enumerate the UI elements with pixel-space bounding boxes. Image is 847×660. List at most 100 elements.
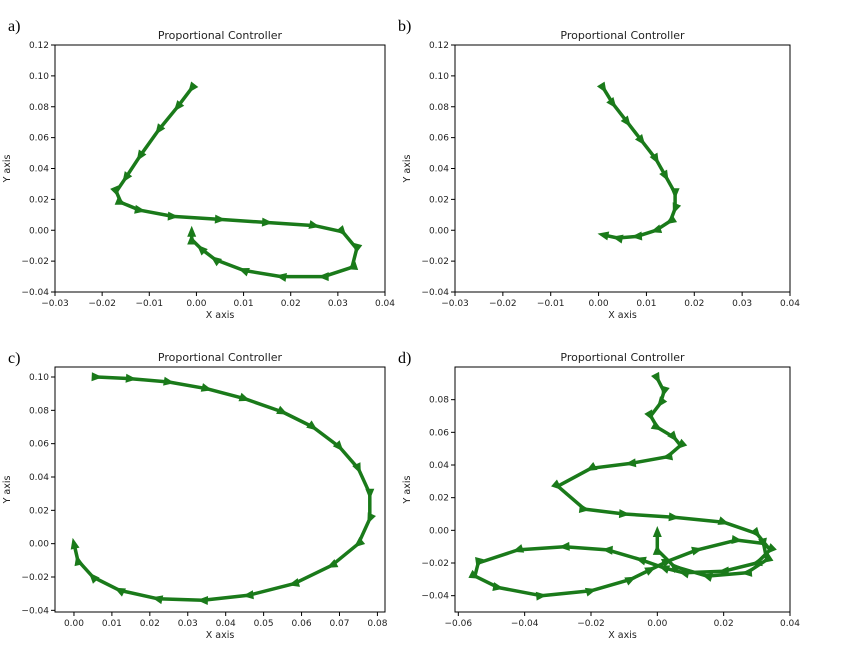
trajectory-arrow-point — [644, 409, 654, 422]
trajectory-arrow-point — [110, 185, 119, 198]
chart-panel-a: Proportional Controller −0.03 −0.02 −0.01 0.… — [2, 29, 395, 321]
x-tick-label: 0.00 — [647, 619, 667, 629]
trajectory-arrow-point — [196, 244, 208, 256]
trajectory-arrow-point — [210, 255, 223, 267]
chart-title: Proportional Controller — [158, 29, 283, 42]
trajectory-arrow-point — [238, 392, 251, 402]
trajectory-arrow-point — [650, 224, 663, 234]
x-axis-label: X axis — [206, 310, 235, 321]
y-tick-label: 0.06 — [29, 134, 49, 144]
y-tick-label: −0.04 — [421, 592, 449, 602]
trajectory-arrow-point — [261, 217, 274, 227]
y-tick-label: 0.08 — [29, 406, 49, 416]
x-tick-label: 0.01 — [234, 299, 254, 309]
trajectory-arrow-point — [551, 479, 563, 491]
x-tick-label: 0.03 — [732, 299, 752, 309]
trajectory-arrow-point — [634, 133, 646, 146]
trajectory-arrow-point — [70, 537, 80, 550]
x-tick-label: −0.01 — [537, 299, 565, 309]
y-tick-label: 0.04 — [29, 473, 49, 483]
plot-frame — [54, 44, 386, 293]
trajectory-arrow-point — [475, 557, 484, 569]
trajectory-arrow-point — [276, 405, 288, 415]
chart-panel-d: Proportional Controller −0.06 −0.04 −0.02 0.… — [402, 351, 800, 641]
trajectory-arrow-point — [558, 541, 570, 551]
trajectory-arrow-point — [731, 535, 743, 544]
trajectory-arrow-point — [668, 512, 680, 522]
panel-label-d: d) — [398, 350, 412, 367]
x-tick-label: 0.00 — [186, 299, 206, 309]
trajectory-arrow-point — [352, 462, 361, 475]
y-tick-label: 0.00 — [29, 540, 49, 550]
trajectory-arrow-point — [691, 546, 703, 556]
trajectory-arrow-point — [155, 123, 166, 135]
y-tick-label: 0.10 — [29, 373, 49, 383]
x-tick-label: 0.05 — [254, 619, 274, 629]
trajectory-arrow-point — [136, 149, 147, 162]
trajectory-arrow-point — [661, 558, 673, 568]
trajectory-arrow-point — [672, 202, 682, 215]
trajectory-arrow-point — [665, 214, 678, 225]
chart-panel-b: Proportional Controller −0.03 −0.02 −0.01 0.… — [402, 29, 800, 321]
trajectory-arrow-point — [624, 576, 637, 586]
y-axis-label: Y axis — [402, 155, 413, 184]
y-tick-label: 0.00 — [429, 526, 449, 536]
x-tick-label: 0.08 — [367, 619, 387, 629]
x-tick-label: 0.07 — [329, 619, 349, 629]
x-tick-label: −0.06 — [445, 619, 473, 629]
x-tick-label: 0.02 — [684, 299, 704, 309]
trajectory-arrow-point — [652, 543, 662, 555]
trajectory-arrow-point — [353, 242, 363, 255]
y-tick-label: 0.06 — [29, 440, 49, 450]
chart-title: Proportional Controller — [560, 29, 685, 42]
trajectory-arrow-point — [151, 595, 164, 605]
y-tick-label: 0.12 — [429, 41, 449, 51]
trajectory-arrow-point — [512, 544, 525, 553]
trajectory-arrow-point — [624, 458, 637, 468]
trajectory-arrow-point — [173, 100, 185, 112]
y-tick-label: −0.04 — [21, 288, 49, 298]
chart-title: Proportional Controller — [158, 351, 283, 364]
trajectory-arrow-point — [288, 578, 300, 587]
trajectory-arrow-point — [618, 509, 631, 519]
trajectory-arrow-point — [620, 115, 631, 127]
trajectory-arrow-point — [91, 372, 103, 382]
x-tick-label: 0.03 — [178, 619, 198, 629]
y-tick-label: 0.02 — [429, 195, 449, 205]
x-tick-label: −0.03 — [41, 299, 69, 309]
trajectory-arrow-point — [200, 383, 213, 392]
x-tick-label: 0.04 — [780, 299, 800, 309]
chart-title: Proportional Controller — [560, 351, 685, 364]
y-tick-label: 0.08 — [429, 103, 449, 113]
trajectory-path — [601, 86, 677, 240]
trajectory-arrow-point — [163, 376, 175, 386]
trajectory-path — [473, 376, 772, 598]
x-tick-label: −0.02 — [577, 619, 605, 629]
y-tick-label: −0.02 — [421, 559, 449, 569]
trajectory-arrow-point — [740, 567, 753, 577]
trajectory-arrow-point — [678, 569, 690, 579]
trajectory-arrow-point — [492, 582, 504, 591]
trajectory-arrow-point — [750, 557, 763, 567]
trajectory-arrow-point — [326, 559, 339, 568]
x-tick-label: 0.02 — [140, 619, 160, 629]
trajectory-arrow-point — [365, 488, 375, 500]
trajectory-arrow-point — [122, 171, 133, 183]
trajectory-arrow-point — [701, 573, 714, 582]
y-tick-label: 0.02 — [29, 195, 49, 205]
trajectory-arrow-point — [584, 587, 597, 597]
trajectory-arrow-point — [335, 225, 347, 237]
panel-label-a: a) — [8, 18, 21, 35]
trajectory-arrow-point — [717, 566, 729, 576]
x-tick-label: −0.02 — [489, 299, 517, 309]
trajectory-arrow-point — [306, 420, 318, 431]
trajectory-arrow-point — [649, 152, 659, 165]
trajectory-arrow-point — [650, 420, 663, 431]
trajectory-arrow-point — [606, 96, 617, 109]
trajectory-arrow-point — [535, 591, 548, 601]
y-tick-label: 0.04 — [429, 165, 449, 175]
trajectory-arrow-point — [596, 81, 607, 94]
trajectory-arrow-point — [74, 554, 84, 567]
trajectory-arrow-point — [651, 371, 661, 384]
